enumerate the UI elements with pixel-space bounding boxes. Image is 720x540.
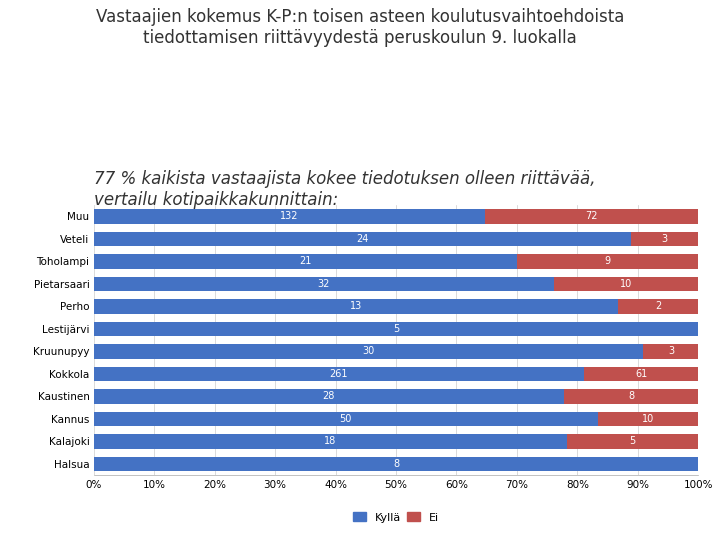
Text: 18: 18 (324, 436, 336, 447)
Legend: Kyllä, Ei: Kyllä, Ei (348, 508, 444, 527)
Bar (564, 389, 698, 404)
Bar (94, 322, 698, 336)
Bar (598, 411, 698, 426)
Bar (94, 232, 631, 246)
Bar (94, 434, 567, 449)
Bar (485, 209, 698, 224)
Text: 9: 9 (605, 256, 611, 266)
Bar (94, 209, 485, 224)
Bar (517, 254, 698, 269)
Text: 5: 5 (629, 436, 636, 447)
Bar (584, 367, 698, 381)
Text: 30: 30 (362, 347, 374, 356)
Text: 3: 3 (662, 234, 668, 244)
Text: 32: 32 (318, 279, 330, 289)
Bar (94, 254, 517, 269)
Text: 13: 13 (349, 301, 362, 312)
Text: 24: 24 (356, 234, 369, 244)
Text: 3: 3 (668, 347, 674, 356)
Bar (644, 344, 698, 359)
Text: 2: 2 (655, 301, 661, 312)
Bar (94, 299, 618, 314)
Bar (631, 232, 698, 246)
Text: 10: 10 (642, 414, 654, 424)
Text: 21: 21 (299, 256, 312, 266)
Bar (94, 276, 554, 291)
Bar (618, 299, 698, 314)
Text: 50: 50 (339, 414, 352, 424)
Text: 61: 61 (635, 369, 647, 379)
Text: 77 % kaikista vastaajista kokee tiedotuksen olleen riittävää,
vertailu kotipaikk: 77 % kaikista vastaajista kokee tiedotuk… (94, 170, 595, 209)
Bar (94, 457, 698, 471)
Text: 5: 5 (393, 324, 399, 334)
Bar (94, 389, 564, 404)
Bar (94, 411, 598, 426)
Text: 10: 10 (620, 279, 633, 289)
Text: 72: 72 (585, 212, 598, 221)
Text: 261: 261 (330, 369, 348, 379)
Bar (554, 276, 698, 291)
Text: 8: 8 (628, 392, 634, 401)
Bar (567, 434, 698, 449)
Bar (94, 367, 584, 381)
Text: 8: 8 (393, 459, 399, 469)
Text: 132: 132 (280, 212, 299, 221)
Bar (94, 344, 644, 359)
Text: Vastaajien kokemus K-P:n toisen asteen koulutusvaihtoehdoista
tiedottamisen riit: Vastaajien kokemus K-P:n toisen asteen k… (96, 8, 624, 47)
Text: 28: 28 (323, 392, 335, 401)
